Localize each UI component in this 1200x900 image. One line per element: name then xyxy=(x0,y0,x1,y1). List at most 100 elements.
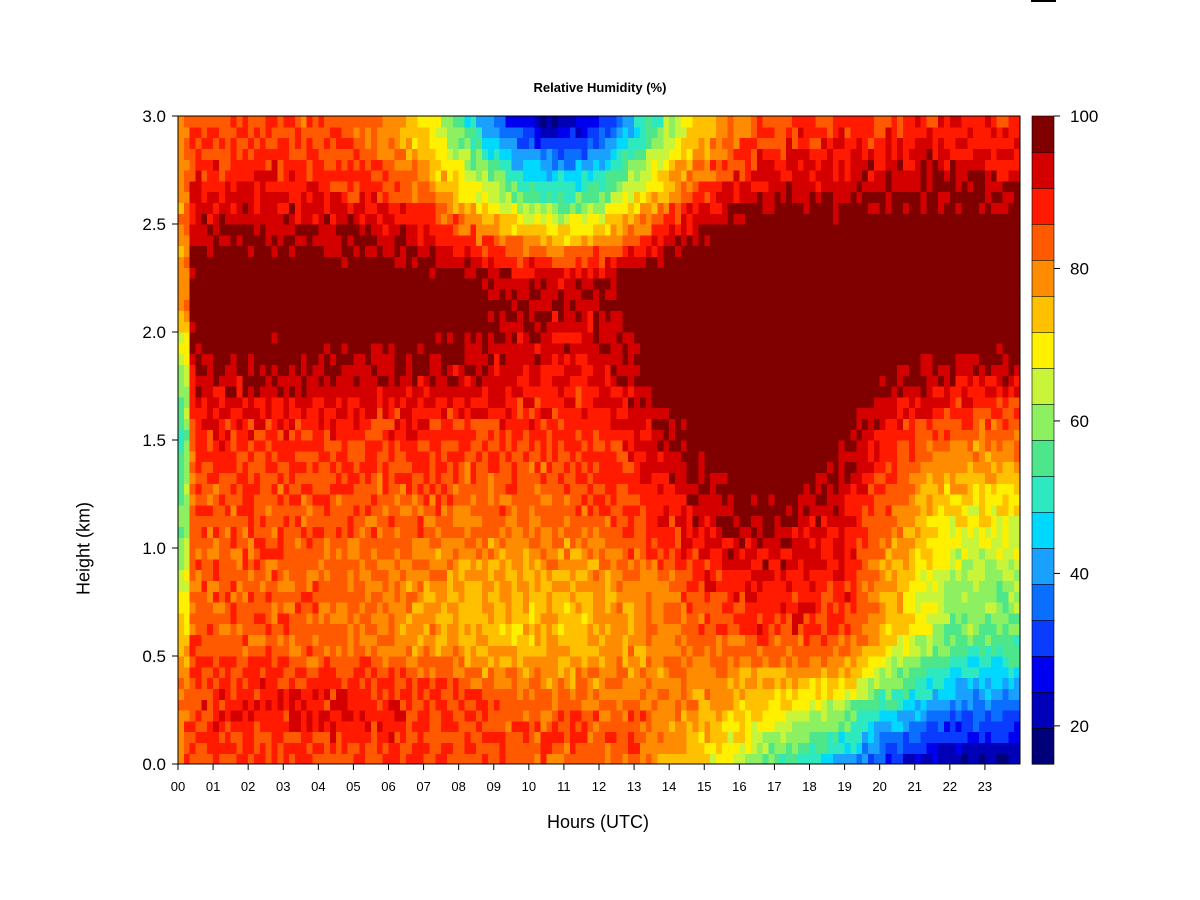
heatmap-cell xyxy=(218,245,226,257)
heatmap-cell xyxy=(441,450,448,463)
heatmap-cell xyxy=(277,126,284,139)
heatmap-cell xyxy=(248,342,255,355)
heatmap-cell xyxy=(470,191,477,203)
heatmap-cell xyxy=(540,256,547,268)
heatmap-cell xyxy=(628,720,635,733)
heatmap-cell xyxy=(300,666,308,679)
heatmap-cell xyxy=(213,634,220,646)
heatmap-cell xyxy=(201,299,208,311)
heatmap-cell xyxy=(657,418,664,430)
heatmap-cell xyxy=(394,461,401,473)
heatmap-cell xyxy=(353,558,360,571)
heatmap-cell xyxy=(540,353,547,365)
heatmap-cell xyxy=(452,278,460,290)
heatmap-cell xyxy=(575,396,583,409)
heatmap-cell xyxy=(528,375,536,387)
heatmap-cell xyxy=(517,526,524,538)
heatmap-cell xyxy=(335,699,343,711)
heatmap-cell xyxy=(493,170,501,182)
heatmap-cell xyxy=(446,742,454,754)
heatmap-cell xyxy=(335,213,343,225)
heatmap-cell xyxy=(178,515,185,527)
heatmap-cell xyxy=(254,558,261,571)
heatmap-cell xyxy=(218,159,226,171)
heatmap-cell xyxy=(429,440,436,452)
heatmap-cell xyxy=(563,634,571,646)
heatmap-cell xyxy=(604,386,612,398)
heatmap-cell xyxy=(593,353,600,365)
heatmap-cell xyxy=(312,602,319,614)
heatmap-cell xyxy=(370,332,378,344)
heatmap-cell xyxy=(224,202,232,214)
heatmap-cell xyxy=(400,526,407,538)
heatmap-cell xyxy=(400,720,407,733)
heatmap-cell xyxy=(195,180,202,193)
heatmap-cell xyxy=(540,288,547,301)
heatmap-cell xyxy=(254,548,261,560)
heatmap-cell xyxy=(528,526,536,538)
heatmap-cell xyxy=(242,634,249,646)
heatmap-cell xyxy=(446,191,454,203)
heatmap-cell xyxy=(178,602,185,614)
heatmap-cell xyxy=(499,148,507,160)
heatmap-cell xyxy=(645,159,653,171)
heatmap-cell xyxy=(271,245,279,257)
heatmap-cell xyxy=(365,267,372,279)
heatmap-cell xyxy=(254,310,261,322)
heatmap-cell xyxy=(423,342,431,355)
heatmap-cell xyxy=(593,537,600,549)
heatmap-cell xyxy=(294,742,302,754)
heatmap-cell xyxy=(458,440,466,452)
heatmap-cell xyxy=(599,591,606,603)
heatmap-cell xyxy=(218,418,226,430)
heatmap-cell xyxy=(552,472,559,484)
heatmap-cell xyxy=(359,353,366,365)
heatmap-cell xyxy=(581,213,588,225)
heatmap-cell xyxy=(645,515,653,527)
heatmap-cell xyxy=(558,213,565,225)
heatmap-cell xyxy=(622,569,629,581)
heatmap-cell xyxy=(388,180,395,193)
heatmap-cell xyxy=(417,688,425,700)
heatmap-cell xyxy=(435,753,442,765)
heatmap-cell xyxy=(452,623,460,635)
heatmap-cell xyxy=(353,170,360,182)
heatmap-cell xyxy=(622,699,629,711)
heatmap-cell xyxy=(335,537,343,549)
heatmap-cell xyxy=(242,504,249,517)
heatmap-cell xyxy=(248,224,255,236)
heatmap-cell xyxy=(563,288,571,301)
heatmap-cell xyxy=(265,569,273,581)
heatmap-cell xyxy=(645,440,653,452)
heatmap-cell xyxy=(406,256,413,268)
heatmap-cell xyxy=(610,310,618,322)
heatmap-cell xyxy=(587,288,594,301)
heatmap-cell xyxy=(347,288,355,301)
heatmap-cell xyxy=(335,720,343,733)
heatmap-cell xyxy=(411,494,419,506)
heatmap-cell xyxy=(259,310,267,322)
heatmap-cell xyxy=(394,634,401,646)
heatmap-cell xyxy=(634,688,641,700)
heatmap-cell xyxy=(593,677,600,689)
heatmap-cell xyxy=(178,148,185,160)
heatmap-cell xyxy=(324,526,331,538)
heatmap-cell xyxy=(569,364,577,376)
heatmap-cell xyxy=(639,753,647,765)
heatmap-cell xyxy=(318,656,325,668)
heatmap-cell xyxy=(639,386,647,398)
heatmap-cell xyxy=(610,137,618,149)
heatmap-cell xyxy=(622,396,629,409)
heatmap-cell xyxy=(283,116,290,128)
heatmap-cell xyxy=(370,440,378,452)
heatmap-cell xyxy=(645,375,653,387)
heatmap-cell xyxy=(511,537,518,549)
heatmap-cell xyxy=(587,353,594,365)
heatmap-cell xyxy=(411,342,419,355)
heatmap-cell xyxy=(581,602,588,614)
heatmap-cell xyxy=(183,494,191,506)
heatmap-cell xyxy=(599,688,606,700)
heatmap-cell xyxy=(511,224,518,236)
heatmap-cell xyxy=(201,213,208,225)
heatmap-cell xyxy=(265,418,273,430)
